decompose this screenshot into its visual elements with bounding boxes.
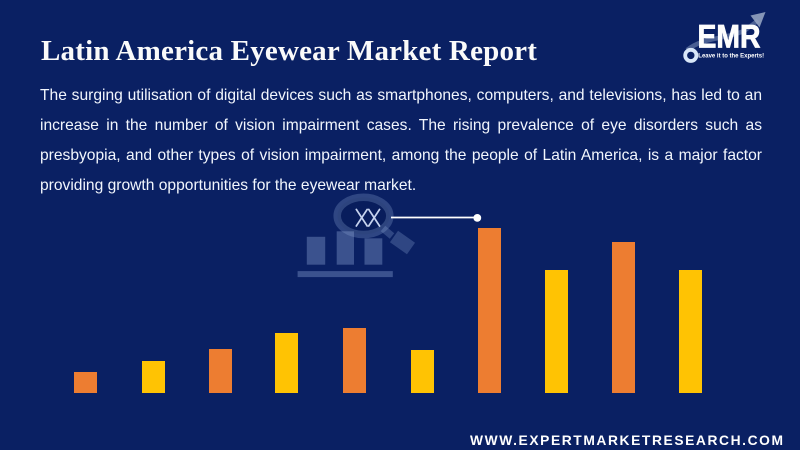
svg-text:EMR: EMR xyxy=(698,19,761,55)
svg-text:Leave it to the Experts!: Leave it to the Experts! xyxy=(698,53,764,60)
